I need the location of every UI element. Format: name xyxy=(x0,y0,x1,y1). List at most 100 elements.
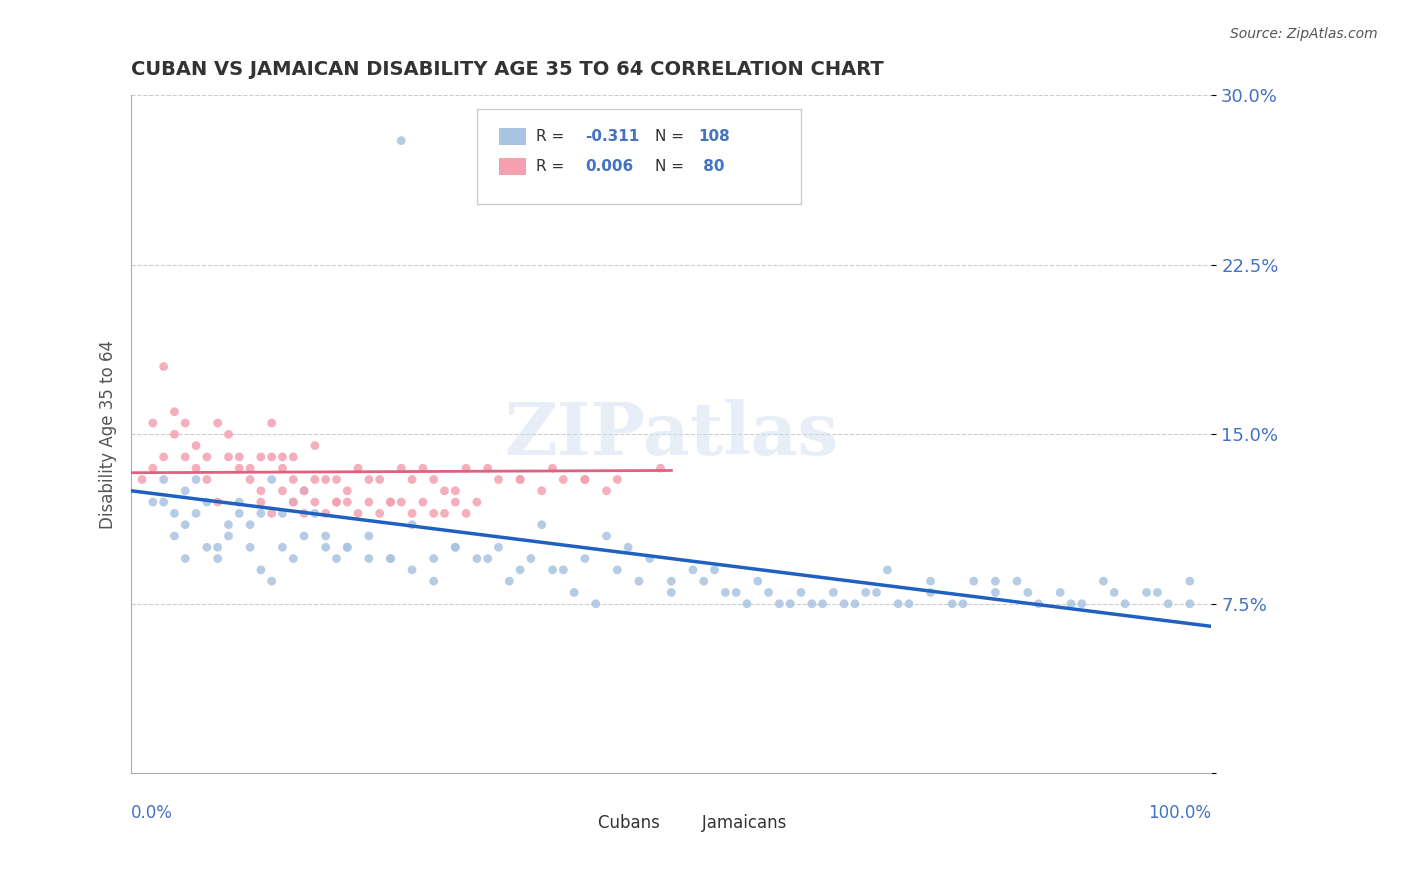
Point xyxy=(174,551,197,566)
Point xyxy=(389,495,412,509)
Point xyxy=(207,416,229,430)
Point xyxy=(228,450,250,464)
Point xyxy=(389,134,412,148)
Text: N =: N = xyxy=(655,128,689,144)
Point xyxy=(195,473,218,487)
Point xyxy=(509,473,531,487)
Point xyxy=(627,574,650,589)
Point xyxy=(239,541,262,555)
Point xyxy=(606,473,628,487)
Point xyxy=(530,517,553,532)
Point xyxy=(1178,597,1201,611)
Point xyxy=(250,483,273,498)
Point xyxy=(1028,597,1050,611)
Text: 80: 80 xyxy=(699,159,725,174)
Point xyxy=(389,461,412,475)
Point xyxy=(380,551,402,566)
Point xyxy=(217,517,239,532)
FancyBboxPatch shape xyxy=(499,158,526,175)
Point xyxy=(488,473,510,487)
Point xyxy=(984,585,1007,599)
Point xyxy=(283,551,305,566)
Point xyxy=(422,574,444,589)
Point xyxy=(1049,585,1071,599)
Point xyxy=(585,597,607,611)
Point xyxy=(714,585,737,599)
Point xyxy=(260,473,283,487)
Point xyxy=(595,483,617,498)
Point xyxy=(184,439,207,453)
Point xyxy=(606,563,628,577)
Point xyxy=(174,483,197,498)
Point xyxy=(260,450,283,464)
Point xyxy=(693,574,716,589)
Point xyxy=(855,585,877,599)
Point xyxy=(768,597,790,611)
Point xyxy=(315,473,337,487)
Point xyxy=(250,450,273,464)
Point xyxy=(650,461,672,475)
Point xyxy=(574,473,596,487)
Point xyxy=(433,483,456,498)
Point xyxy=(520,551,543,566)
Point xyxy=(541,461,564,475)
Point xyxy=(541,563,564,577)
Point xyxy=(315,507,337,521)
Point xyxy=(304,439,326,453)
Point xyxy=(292,483,315,498)
Point xyxy=(811,597,834,611)
Point xyxy=(292,507,315,521)
Point xyxy=(422,473,444,487)
Point xyxy=(325,551,347,566)
Point xyxy=(250,495,273,509)
Point xyxy=(142,461,165,475)
Point xyxy=(800,597,823,611)
Point xyxy=(260,574,283,589)
Point xyxy=(174,517,197,532)
Text: 0.0%: 0.0% xyxy=(131,804,173,822)
FancyBboxPatch shape xyxy=(477,109,801,204)
Text: -0.311: -0.311 xyxy=(585,128,640,144)
Point xyxy=(217,427,239,442)
Point xyxy=(456,507,478,521)
Point xyxy=(412,461,434,475)
Point xyxy=(271,507,294,521)
Point xyxy=(1178,574,1201,589)
Point xyxy=(1092,574,1115,589)
Point xyxy=(823,585,845,599)
Point xyxy=(1157,597,1180,611)
Text: 108: 108 xyxy=(699,128,730,144)
Point xyxy=(292,529,315,543)
Point xyxy=(617,541,640,555)
Point xyxy=(401,507,423,521)
Point xyxy=(422,507,444,521)
Point xyxy=(228,495,250,509)
Point xyxy=(217,529,239,543)
Point xyxy=(228,461,250,475)
Text: 100.0%: 100.0% xyxy=(1149,804,1212,822)
Point xyxy=(260,507,283,521)
Point xyxy=(498,574,520,589)
Point xyxy=(897,597,920,611)
Point xyxy=(283,450,305,464)
Text: Source: ZipAtlas.com: Source: ZipAtlas.com xyxy=(1230,27,1378,41)
Point xyxy=(260,416,283,430)
Point xyxy=(152,450,174,464)
Point xyxy=(163,427,186,442)
Point xyxy=(336,541,359,555)
Point xyxy=(401,563,423,577)
Point xyxy=(336,483,359,498)
Point xyxy=(163,405,186,419)
Point xyxy=(347,461,370,475)
Point xyxy=(315,541,337,555)
Point xyxy=(174,416,197,430)
Point xyxy=(283,495,305,509)
Point xyxy=(336,541,359,555)
Point xyxy=(152,359,174,374)
Point xyxy=(659,585,682,599)
Point xyxy=(422,551,444,566)
Text: 0.006: 0.006 xyxy=(585,159,633,174)
Point xyxy=(380,495,402,509)
Point xyxy=(553,473,575,487)
Point xyxy=(984,574,1007,589)
